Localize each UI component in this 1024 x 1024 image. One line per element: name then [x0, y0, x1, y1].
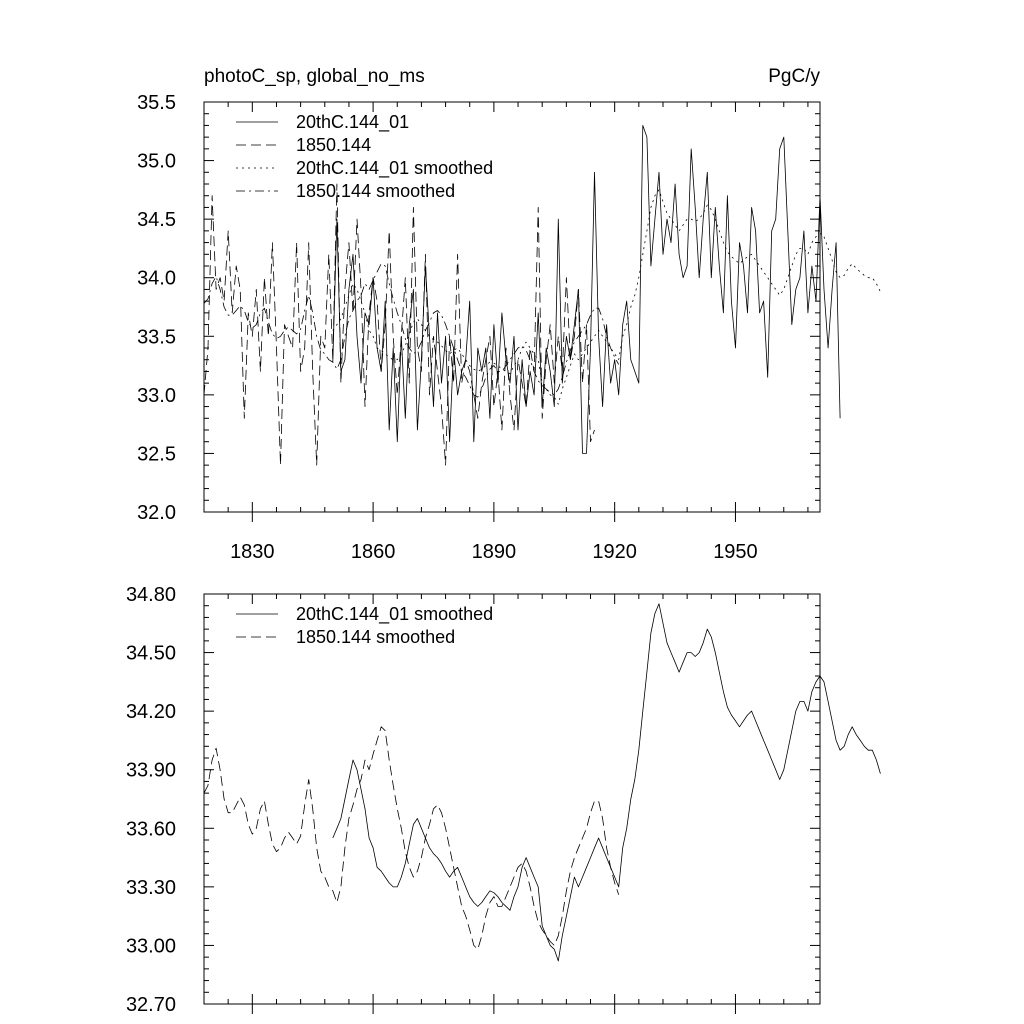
y-tick-label: 34.50: [126, 643, 176, 665]
y-tick-label: 32.0: [137, 502, 176, 524]
legend-label: 20thC.144_01: [296, 112, 409, 133]
y-tick-label: 33.0: [137, 385, 176, 407]
x-tick-label: 1860: [351, 541, 396, 563]
legend-label: 1850.144 smoothed: [296, 181, 455, 201]
y-tick-label: 35.0: [137, 151, 176, 173]
chart-title: photoC_sp, global_no_ms: [204, 66, 425, 87]
bottom-panel: 32.70 33.00 33.30 33.60 33.90 34.20 34.50 34.80…: [126, 584, 881, 1016]
legend-label: 20thC.144_01 smoothed: [296, 158, 493, 179]
series-line-1850-144-smoothed: [203, 726, 620, 950]
x-tick-label: 1830: [230, 541, 275, 563]
y-tick-label: 34.80: [126, 584, 176, 606]
x-tick-label: 1890: [472, 541, 517, 563]
y-tick-label: 33.30: [126, 877, 176, 899]
y-tick-label: 34.20: [126, 701, 176, 723]
y-tick-label: 32.5: [137, 443, 176, 465]
y-tick-label: 32.70: [126, 994, 176, 1016]
plot-frame: [203, 593, 821, 1005]
x-tick-label: 1920: [592, 541, 637, 563]
y-tick-label: 33.90: [126, 760, 176, 782]
plot-frame: [203, 101, 821, 513]
y-tick-label: 33.5: [137, 326, 176, 348]
legend-label: 1850.144 smoothed: [296, 627, 455, 647]
series-line-20thc-144-01: [332, 125, 841, 454]
units-label: PgC/y: [768, 66, 820, 87]
y-tick-label: 33.00: [126, 935, 176, 957]
y-tick-label: 35.5: [137, 92, 176, 114]
series-line-20thc-144-01-smoothed: [332, 189, 881, 405]
x-tick-label: 1950: [713, 541, 758, 563]
legend-label: 1850.144: [296, 135, 371, 155]
y-tick-label: 34.5: [137, 209, 176, 231]
series-line-1850-144: [203, 183, 595, 466]
legend-label: 20thC.144_01 smoothed: [296, 604, 493, 625]
y-tick-label: 33.60: [126, 818, 176, 840]
series-line-1850-144-smoothed: [203, 263, 620, 398]
series-line-20thc-144-01-smoothed: [332, 603, 881, 962]
top-panel: photoC_sp, global_no_ms PgC/y 32.0 32.5 33…: [137, 66, 881, 563]
y-tick-label: 34.0: [137, 268, 176, 290]
